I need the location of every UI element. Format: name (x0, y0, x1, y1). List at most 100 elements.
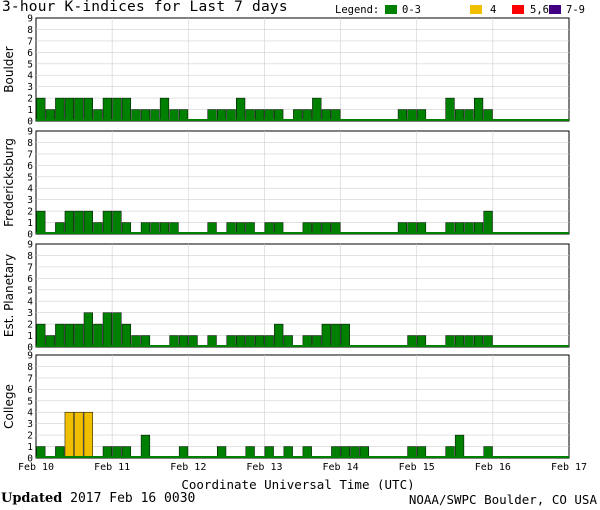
k-index-bar (74, 323, 84, 348)
y-tick-label: 6 (27, 274, 33, 285)
y-tick-label: 3 (27, 195, 33, 206)
panel-label: Boulder (2, 46, 16, 93)
k-index-bar (102, 312, 112, 348)
x-tick-label: Feb 12 (170, 462, 206, 473)
k-index-bar (274, 323, 284, 348)
k-index-bar (93, 323, 103, 348)
k-index-bar (331, 323, 341, 348)
y-tick-label: 3 (27, 308, 33, 319)
k-index-bar (112, 210, 122, 235)
y-tick-label: 9 (27, 127, 33, 138)
y-tick-label: 4 (27, 184, 33, 195)
k-index-bar (340, 323, 350, 348)
x-tick-label: Feb 11 (94, 462, 130, 473)
k-index-bar (74, 97, 84, 122)
y-tick-label: 8 (27, 251, 33, 262)
k-index-chart: 0123456789Boulder0123456789Fredericksbur… (2, 14, 587, 491)
y-tick-label: 5 (27, 285, 33, 296)
y-tick-label: 9 (27, 240, 33, 251)
k-index-bar (36, 323, 46, 348)
y-tick-label: 8 (27, 138, 33, 149)
updated-label: Updated (1, 491, 63, 506)
k-index-bar (483, 210, 493, 235)
y-tick-label: 1 (27, 331, 33, 342)
x-tick-label: Feb 10 (18, 462, 54, 473)
k-index-bar (140, 434, 151, 459)
y-tick-label: 3 (27, 82, 33, 93)
k-index-bar (454, 434, 465, 459)
k-index-bar (312, 97, 322, 122)
y-tick-label: 7 (27, 373, 33, 384)
y-tick-label: 3 (27, 419, 33, 430)
y-tick-label: 9 (27, 351, 33, 362)
k-index-bar (112, 97, 122, 122)
x-axis-label: Coordinate Universal Time (UTC) (181, 477, 414, 490)
k-index-bar (64, 411, 74, 459)
y-tick-label: 5 (27, 59, 33, 70)
legend-item-5-6: 5,6 (530, 4, 549, 16)
legend-item-4: 4 (490, 4, 497, 16)
legend-swatch-purple (549, 5, 561, 14)
k-index-bar (83, 411, 93, 459)
y-tick-label: 5 (27, 172, 33, 183)
y-tick-label: 0 (27, 230, 33, 241)
k-index-bar (112, 312, 122, 348)
y-tick-label: 2 (27, 207, 33, 218)
panel-label: Est. Planetary (2, 254, 16, 337)
k-index-bar (74, 411, 84, 459)
panel-frame (35, 354, 570, 459)
panel-label: College (2, 384, 16, 429)
k-index-bar (236, 97, 246, 122)
y-tick-label: 6 (27, 48, 33, 59)
y-tick-label: 6 (27, 385, 33, 396)
y-tick-label: 8 (27, 362, 33, 373)
y-tick-label: 0 (27, 343, 33, 354)
k-index-bar (55, 323, 65, 348)
k-index-bar (102, 210, 112, 235)
k-index-bar (102, 97, 112, 122)
legend-item-0-3: 0-3 (402, 4, 421, 16)
legend: Legend: 0-3 4 5,6 7-9 (0, 4, 600, 18)
y-tick-label: 0 (27, 454, 33, 465)
x-tick-label: Feb 15 (399, 462, 435, 473)
k-index-bar (473, 97, 484, 122)
k-index-bar (83, 312, 93, 348)
y-tick-label: 2 (27, 431, 33, 442)
legend-swatch-green (385, 5, 397, 14)
x-tick-label: Feb 14 (323, 462, 359, 473)
y-tick-label: 4 (27, 408, 33, 419)
y-tick-label: 4 (27, 71, 33, 82)
y-tick-label: 1 (27, 442, 33, 453)
y-tick-label: 8 (27, 25, 33, 36)
y-tick-label: 4 (27, 297, 33, 308)
y-tick-label: 2 (27, 320, 33, 331)
y-tick-label: 7 (27, 149, 33, 160)
y-tick-label: 2 (27, 94, 33, 105)
k-index-bar (55, 97, 65, 122)
x-tick-label: Feb 16 (475, 462, 511, 473)
y-tick-label: 1 (27, 218, 33, 229)
updated-timestamp: Updated 2017 Feb 16 0030 (1, 491, 195, 506)
k-index-bar (64, 210, 74, 235)
k-index-bar (36, 97, 46, 122)
k-index-bar (159, 97, 170, 122)
k-index-bar (64, 97, 74, 122)
legend-label: Legend: (335, 4, 380, 16)
y-tick-label: 6 (27, 161, 33, 172)
y-tick-label: 7 (27, 262, 33, 273)
k-index-bar (121, 323, 132, 348)
k-index-bar (36, 210, 46, 235)
y-tick-label: 7 (27, 36, 33, 47)
k-index-bar (121, 97, 132, 122)
credit-text: NOAA/SWPC Boulder, CO USA (408, 492, 597, 507)
chart-title: 3-hour K-indices for Last 7 days (2, 0, 288, 15)
x-tick-label: Feb 17 (551, 462, 587, 473)
y-tick-label: 9 (27, 14, 33, 25)
k-index-bar (64, 323, 74, 348)
y-tick-label: 0 (27, 117, 33, 128)
x-tick-label: Feb 13 (246, 462, 282, 473)
k-index-bar (321, 323, 331, 348)
y-tick-label: 1 (27, 105, 33, 116)
k-index-bar (445, 97, 455, 122)
k-index-bar (83, 97, 93, 122)
